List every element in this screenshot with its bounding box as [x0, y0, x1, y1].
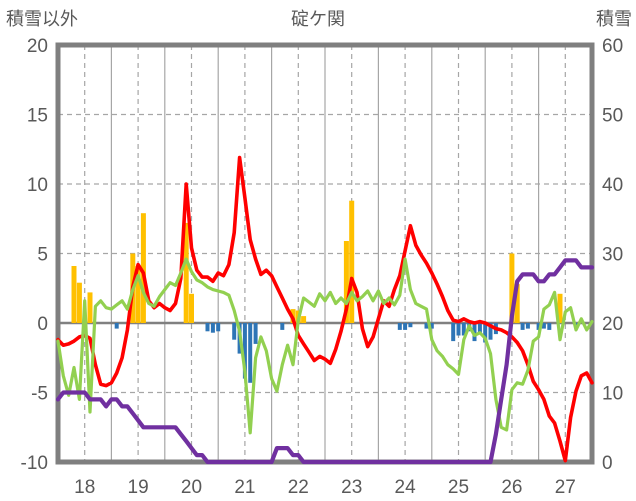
- blue-bar: [461, 323, 466, 336]
- orange-bar: [76, 282, 82, 323]
- left-axis-tick-label: -10: [21, 453, 48, 474]
- x-axis-tick-label: 25: [448, 477, 469, 498]
- orange-bar: [509, 253, 515, 323]
- orange-bars-series: [71, 200, 563, 323]
- orange-bar: [87, 292, 93, 323]
- x-axis-tick-label: 26: [501, 477, 522, 498]
- orange-bar: [71, 266, 77, 323]
- right-axis-tick-label: 40: [602, 175, 623, 196]
- red-line-series: [56, 155, 594, 463]
- x-axis-tick-label: 20: [181, 477, 202, 498]
- right-axis-title: 積雪: [596, 9, 632, 29]
- right-axis-tick-label: 50: [602, 106, 623, 127]
- right-axis-tick-label: 10: [602, 384, 623, 405]
- left-axis-tick-label: 20: [27, 36, 48, 57]
- orange-bar: [301, 316, 307, 323]
- blue-bar: [210, 323, 215, 333]
- orange-bar: [349, 200, 355, 323]
- right-axis-tick-label: 20: [602, 314, 623, 335]
- blue-bar: [536, 323, 541, 330]
- x-axis-tick-label: 21: [234, 477, 255, 498]
- x-axis-tick-labels: 18 19 20 21 22 23 24 25 26 27: [74, 477, 576, 498]
- blue-bar: [424, 323, 429, 329]
- blue-bar: [403, 323, 408, 330]
- right-axis-tick-label: 30: [602, 245, 623, 266]
- orange-bar: [183, 222, 189, 323]
- blue-bar: [253, 323, 258, 344]
- x-axis-tick-label: 18: [74, 477, 95, 498]
- x-axis-tick-label: 24: [395, 477, 417, 498]
- blue-bar: [451, 323, 456, 342]
- right-axis-tick-label: 0: [602, 453, 613, 474]
- orange-bar: [135, 266, 141, 323]
- x-axis-tick-label: 19: [128, 477, 149, 498]
- blue-bar: [408, 323, 413, 328]
- blue-bar: [429, 323, 434, 329]
- blue-bar: [472, 323, 477, 342]
- blue-bar: [488, 323, 493, 340]
- blue-bar: [280, 323, 285, 330]
- left-axis-tick-label: 10: [27, 175, 48, 196]
- blue-bar: [242, 323, 247, 379]
- left-axis-tick-labels: 20 15 10 5 0 -5 -10: [21, 36, 48, 474]
- right-axis-tick-label: 60: [602, 36, 623, 57]
- left-axis-tick-label: 15: [27, 106, 48, 127]
- x-axis-tick-label: 22: [288, 477, 309, 498]
- orange-bar: [343, 241, 349, 323]
- orange-bar: [189, 293, 194, 323]
- x-axis-tick-label: 27: [555, 477, 576, 498]
- blue-bar: [248, 323, 253, 383]
- orange-bar: [514, 284, 520, 323]
- blue-bar: [216, 323, 221, 332]
- chart-title: 碇ケ関: [291, 9, 345, 29]
- snow-depth-line-series: [55, 258, 595, 465]
- blue-bar: [547, 323, 552, 330]
- blue-bar: [397, 323, 402, 330]
- x-axis-tick-label: 23: [341, 477, 362, 498]
- blue-bar: [483, 323, 488, 343]
- blue-bar: [520, 323, 525, 330]
- green-line-series: [56, 257, 594, 435]
- blue-bar: [114, 323, 119, 329]
- blue-bar: [232, 323, 237, 340]
- blue-bar: [456, 323, 461, 336]
- blue-bar: [477, 323, 482, 333]
- left-axis-tick-label: 0: [37, 314, 48, 335]
- orange-bar: [140, 213, 146, 323]
- orange-bar: [557, 293, 563, 323]
- blue-bar: [541, 323, 546, 329]
- blue-bar: [525, 323, 530, 329]
- blue-bar: [205, 323, 210, 332]
- right-axis-tick-labels: 60 50 40 30 20 10 0: [602, 36, 623, 474]
- left-axis-tick-label: -5: [31, 384, 48, 405]
- left-axis-tick-label: 5: [37, 245, 48, 266]
- left-axis-title: 積雪以外: [6, 9, 78, 29]
